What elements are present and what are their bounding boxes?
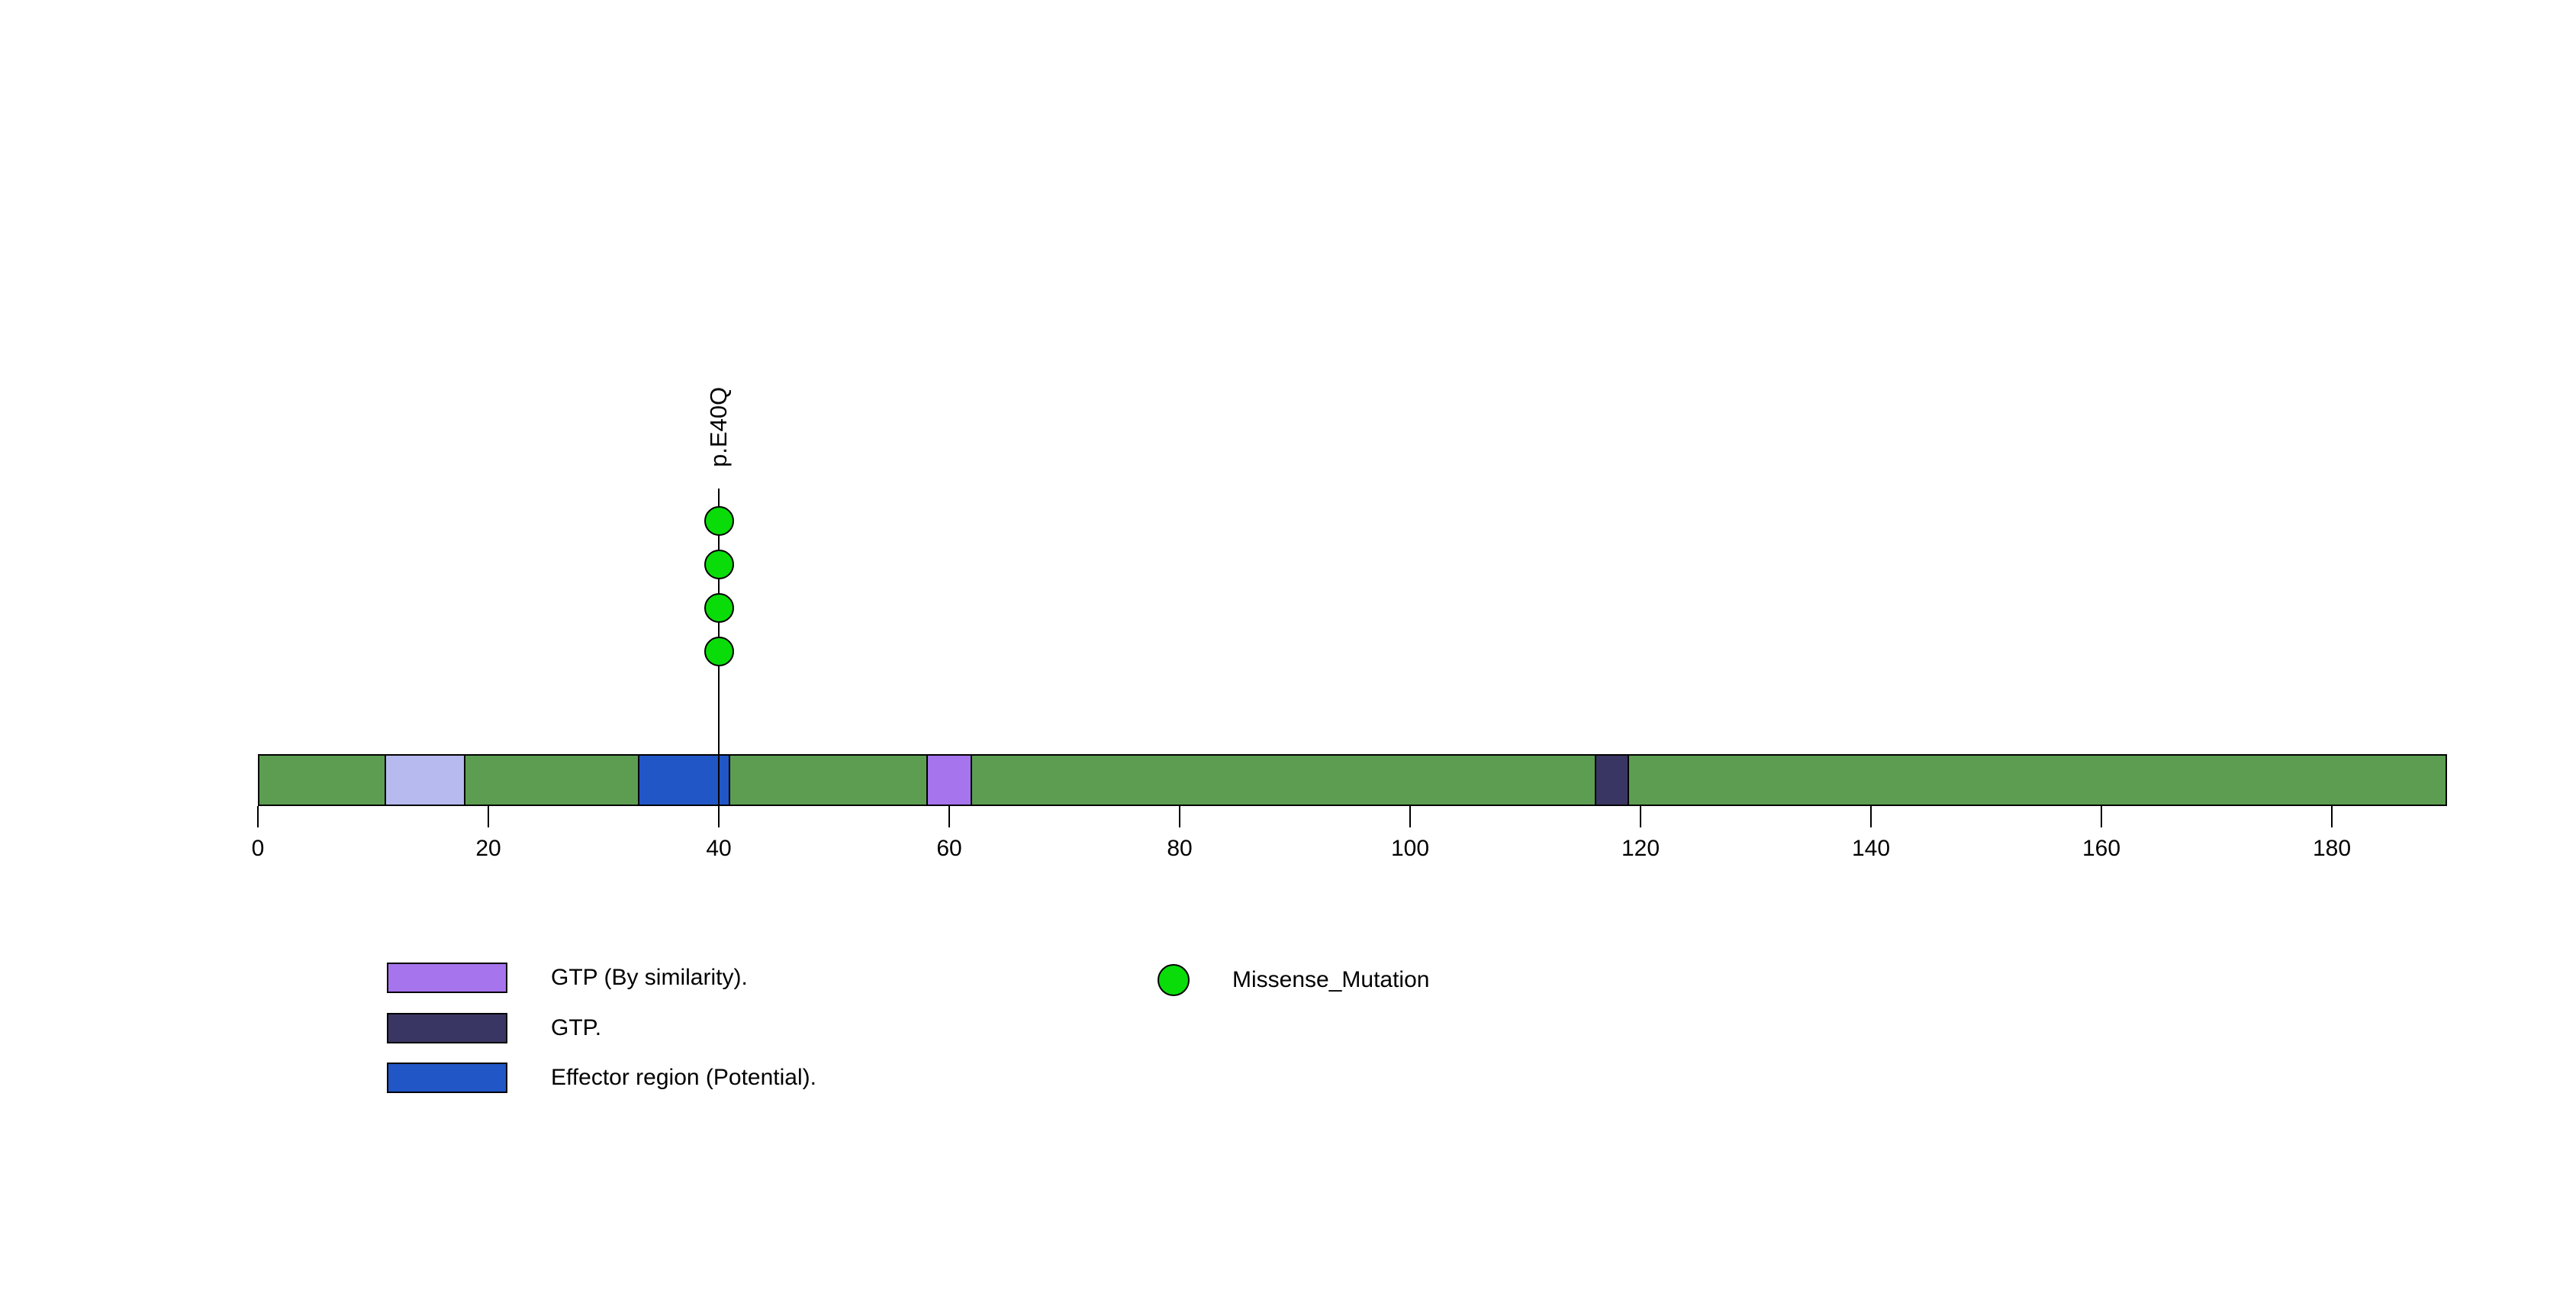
- axis-tick-label: 120: [1621, 836, 1660, 861]
- axis-tick-label: 20: [475, 836, 501, 861]
- legend-swatch: [387, 1063, 507, 1093]
- legend-row-domain: Effector region (Potential).: [387, 1063, 816, 1093]
- axis-tick: [718, 806, 720, 827]
- legend-label: GTP.: [551, 1014, 602, 1040]
- axis-tick: [488, 806, 489, 827]
- domain-region: [638, 754, 731, 806]
- legend-swatch: [387, 963, 507, 993]
- legend-swatch: [387, 1012, 507, 1043]
- legend-label: Effector region (Potential).: [551, 1065, 816, 1090]
- axis-tick-label: 140: [1851, 836, 1891, 861]
- axis-tick-label: 80: [1167, 836, 1193, 861]
- axis-tick: [1870, 806, 1872, 827]
- domain-region: [1594, 754, 1629, 806]
- axis-tick-label: 40: [706, 836, 732, 861]
- mutation-label: p.E40Q: [705, 386, 732, 467]
- axis-tick: [2331, 806, 2333, 827]
- legend-label: Missense_Mutation: [1232, 967, 1430, 992]
- axis-tick-label: 60: [936, 836, 962, 861]
- mutation-circle: [704, 592, 734, 623]
- legend-label: GTP (By similarity).: [551, 965, 748, 990]
- domain-region: [926, 754, 973, 806]
- axis-tick: [2101, 806, 2102, 827]
- axis-tick: [1640, 806, 1641, 827]
- axis-tick-label: 160: [2082, 836, 2121, 861]
- domain-region: [385, 754, 465, 806]
- protein-backbone: [258, 754, 2447, 806]
- legend-row-domain: GTP (By similarity).: [387, 963, 748, 993]
- legend-row-mutation-type: Missense_Mutation: [1158, 964, 1429, 996]
- mutation-circle: [704, 549, 734, 579]
- axis-tick-label: 180: [2312, 836, 2352, 861]
- legend-row-domain: GTP.: [387, 1012, 602, 1043]
- mutation-circle: [704, 636, 734, 666]
- axis-tick: [1409, 806, 1411, 827]
- legend-mutation-circle: [1158, 964, 1190, 996]
- axis-tick-label: 100: [1390, 836, 1430, 861]
- mutation-circle: [704, 505, 734, 536]
- axis-tick: [1179, 806, 1180, 827]
- axis-tick: [948, 806, 950, 827]
- axis-tick: [257, 806, 259, 827]
- axis-tick-label: 0: [251, 836, 265, 861]
